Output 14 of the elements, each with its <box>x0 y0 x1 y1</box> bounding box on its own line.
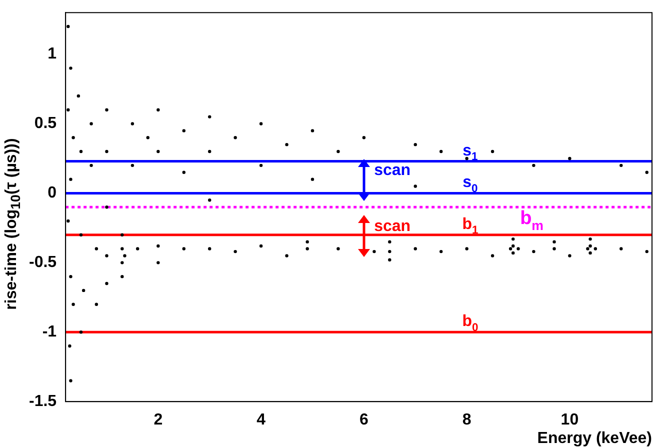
x-axis-title: Energy (keVee) <box>537 430 652 447</box>
y-tick-label: 1 <box>48 46 57 63</box>
annotation: scan <box>374 162 411 180</box>
x-tick-label: 6 <box>359 412 368 429</box>
x-tick-label: 10 <box>560 412 579 429</box>
x-tick-label: 2 <box>154 412 163 429</box>
y-tick-label: 0 <box>48 184 57 202</box>
annotation: scan <box>374 218 411 235</box>
x-tick-label: 4 <box>256 412 266 429</box>
x-tick-label: 8 <box>462 412 472 429</box>
y-tick-label: -1 <box>42 324 57 341</box>
y-tick-label: -1.5 <box>28 393 57 410</box>
y-tick-label: 0.5 <box>34 115 57 132</box>
y-tick-label: -0.5 <box>28 254 57 272</box>
